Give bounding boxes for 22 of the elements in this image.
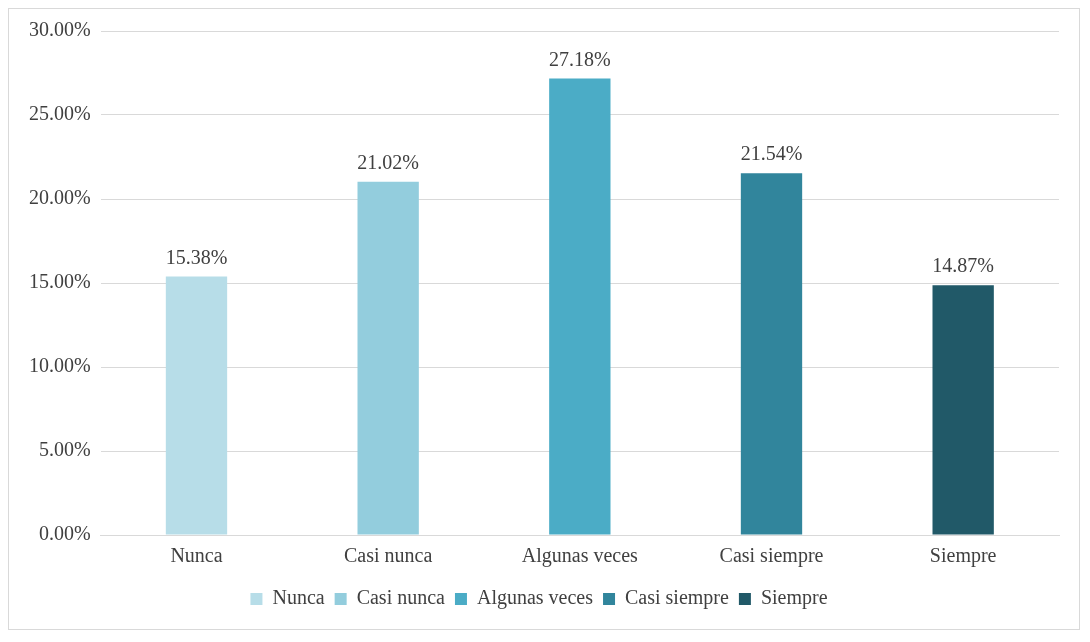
y-tick-label: 0.00% — [38, 522, 91, 545]
x-tick-label: Siempre — [929, 544, 997, 568]
data-label: 14.87% — [932, 254, 994, 277]
y-tick-label: 30.00% — [28, 18, 91, 41]
data-label: 15.38% — [165, 245, 228, 268]
y-tick-label: 10.00% — [28, 354, 91, 377]
legend-label: Casi siempre — [625, 586, 730, 610]
y-tick-label: 20.00% — [28, 186, 91, 209]
x-tick-label: Casi nunca — [344, 544, 433, 567]
legend-label: Casi nunca — [356, 586, 446, 609]
legend-label: Algunas veces — [476, 586, 594, 610]
legend-label: Siempre — [760, 586, 828, 610]
legend-label: Nunca — [272, 586, 325, 609]
y-tick-label: 15.00% — [28, 270, 91, 293]
x-tick-label: Casi siempre — [719, 544, 824, 568]
data-label: 27.18% — [548, 47, 611, 70]
x-tick-label: Algunas veces — [521, 544, 639, 568]
y-tick-label: 25.00% — [28, 102, 91, 125]
y-tick-label: 5.00% — [38, 438, 91, 461]
data-label: 21.02% — [357, 151, 419, 174]
data-label: 21.54% — [740, 142, 803, 165]
x-tick-label: Nunca — [170, 544, 223, 567]
